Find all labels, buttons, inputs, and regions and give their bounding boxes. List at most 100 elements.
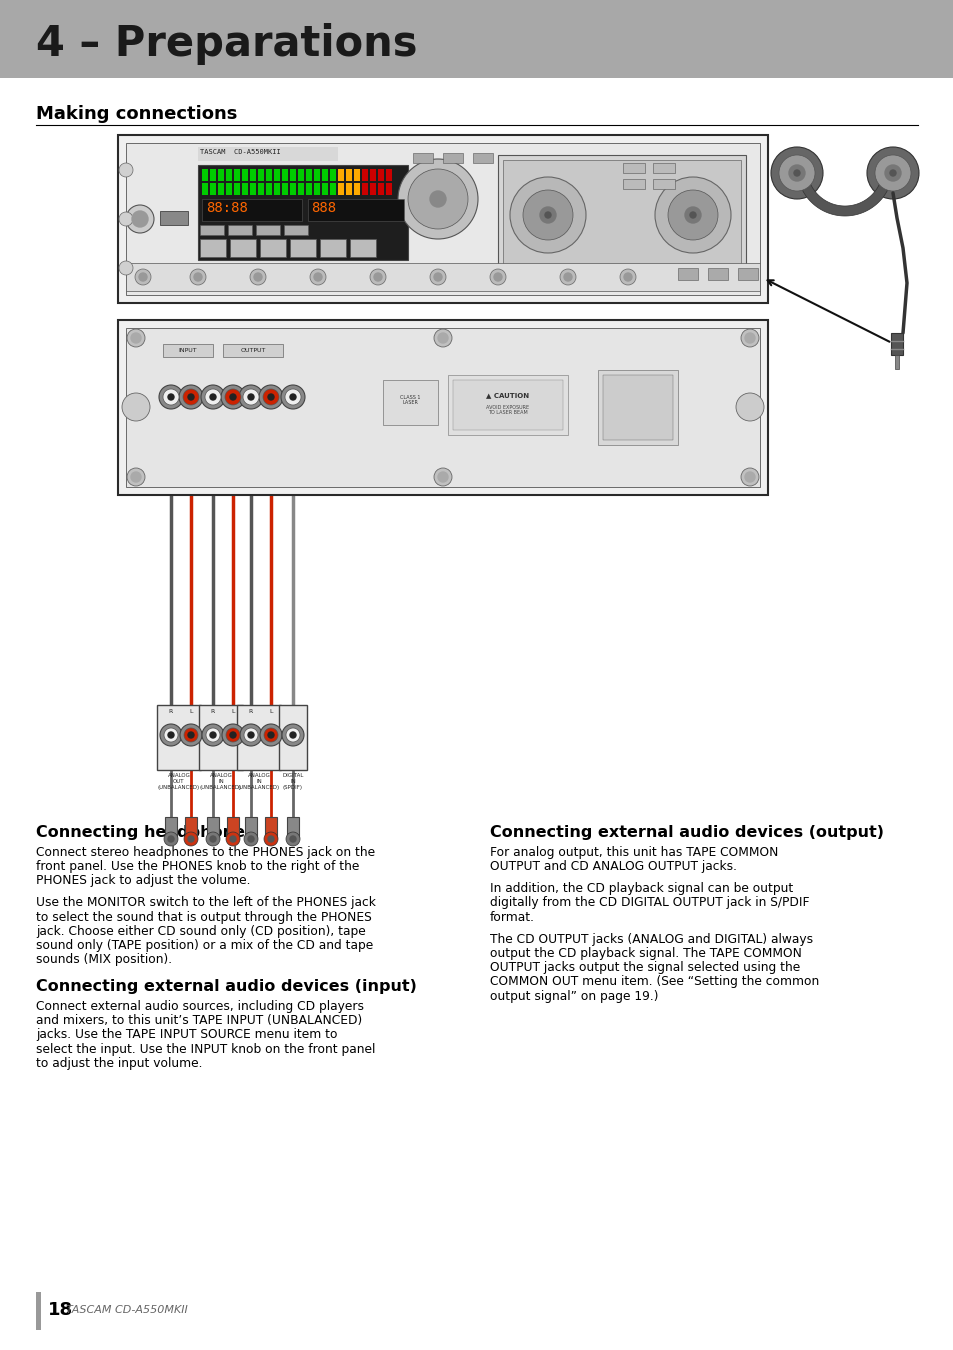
Circle shape (119, 163, 132, 177)
Bar (448, 375, 567, 435)
Text: AVOID EXPOSURE
TO LASER BEAM: AVOID EXPOSURE TO LASER BEAM (486, 405, 529, 416)
Bar (330, 169, 335, 181)
Bar (233, 169, 240, 181)
Circle shape (240, 724, 262, 747)
Bar (218, 184, 224, 194)
Circle shape (230, 394, 235, 400)
Circle shape (225, 389, 241, 405)
Bar (622, 163, 644, 173)
Circle shape (250, 269, 266, 285)
Text: 4 – Preparations: 4 – Preparations (36, 23, 417, 65)
Bar (230, 239, 255, 256)
Bar (210, 169, 215, 181)
Circle shape (290, 732, 295, 738)
Bar (202, 169, 208, 181)
Text: Connect external audio sources, including CD players: Connect external audio sources, includin… (36, 1000, 364, 1012)
Bar (382, 379, 437, 425)
Bar (377, 184, 384, 194)
Bar (652, 163, 675, 173)
Bar (370, 169, 375, 181)
Circle shape (160, 724, 182, 747)
Text: OUTPUT jacks output the signal selected using the: OUTPUT jacks output the signal selected … (490, 961, 800, 975)
Text: L: L (231, 709, 234, 714)
Bar (226, 169, 232, 181)
Bar (257, 184, 264, 194)
Circle shape (180, 724, 202, 747)
Circle shape (779, 155, 814, 190)
Bar (350, 239, 375, 256)
Text: L: L (189, 709, 193, 714)
Circle shape (434, 329, 452, 347)
Circle shape (290, 394, 295, 400)
Circle shape (188, 394, 193, 400)
Bar (346, 169, 352, 181)
Circle shape (243, 389, 258, 405)
Bar (274, 169, 280, 181)
Circle shape (889, 170, 895, 176)
Circle shape (210, 836, 215, 842)
Bar (266, 184, 272, 194)
Text: DIGITAL
IN
(SPDIF): DIGITAL IN (SPDIF) (282, 774, 303, 790)
Circle shape (619, 269, 636, 285)
Text: Connecting external audio devices (input): Connecting external audio devices (input… (36, 979, 416, 995)
Bar (652, 180, 675, 189)
Bar (337, 184, 344, 194)
Circle shape (190, 269, 206, 285)
Circle shape (127, 468, 145, 486)
Circle shape (139, 273, 147, 281)
Circle shape (244, 728, 257, 743)
Circle shape (559, 269, 576, 285)
Circle shape (408, 169, 468, 230)
Circle shape (183, 389, 199, 405)
Text: R: R (249, 709, 253, 714)
Bar (890, 333, 902, 355)
Bar (274, 184, 280, 194)
Text: ANALOG
IN
(UNBALANCED): ANALOG IN (UNBALANCED) (200, 774, 242, 790)
Bar (236, 705, 281, 770)
Circle shape (539, 207, 556, 223)
Circle shape (430, 190, 446, 207)
Text: and mixers, to this unit’s TAPE INPUT (UNBALANCED): and mixers, to this unit’s TAPE INPUT (U… (36, 1014, 362, 1027)
Bar (218, 169, 224, 181)
Bar (118, 135, 767, 302)
Circle shape (494, 273, 501, 281)
Bar (265, 817, 276, 838)
Bar (200, 239, 226, 256)
Bar (207, 817, 219, 838)
Circle shape (689, 212, 696, 217)
Circle shape (119, 261, 132, 275)
Text: COMMON OUT menu item. (See “Setting the common: COMMON OUT menu item. (See “Setting the … (490, 975, 819, 988)
Bar (354, 169, 359, 181)
Bar (278, 705, 307, 770)
Circle shape (202, 724, 224, 747)
Text: CLASS 1
LASER: CLASS 1 LASER (399, 394, 420, 405)
Bar (242, 184, 248, 194)
Circle shape (260, 724, 282, 747)
Bar (199, 705, 243, 770)
Circle shape (210, 732, 215, 738)
Bar (126, 328, 760, 487)
Bar (290, 239, 315, 256)
Circle shape (522, 190, 573, 240)
Circle shape (127, 329, 145, 347)
Circle shape (563, 273, 572, 281)
Bar (202, 198, 302, 221)
Bar (707, 269, 727, 279)
Polygon shape (798, 177, 890, 216)
Circle shape (168, 732, 173, 738)
Circle shape (793, 170, 800, 176)
Bar (894, 355, 898, 369)
Bar (210, 184, 215, 194)
Circle shape (286, 728, 299, 743)
Text: The CD OUTPUT jacks (ANALOG and DIGITAL) always: The CD OUTPUT jacks (ANALOG and DIGITAL)… (490, 933, 812, 946)
Bar (377, 169, 384, 181)
Circle shape (490, 269, 505, 285)
Circle shape (230, 836, 235, 842)
Bar (157, 705, 201, 770)
Bar (322, 184, 328, 194)
Bar (36, 1292, 41, 1330)
Bar (282, 169, 288, 181)
Bar (200, 225, 224, 235)
Bar (502, 161, 740, 270)
Circle shape (263, 389, 278, 405)
